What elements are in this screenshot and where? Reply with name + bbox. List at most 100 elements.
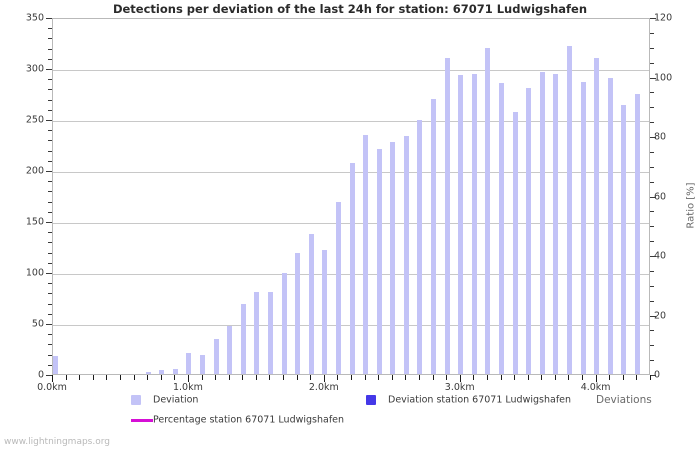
bar: [607, 78, 613, 374]
bar: [458, 75, 464, 374]
x-axis-minor-tick: [622, 375, 624, 380]
x-axis-tick: [52, 375, 53, 382]
y-axis-minor-tick: [48, 242, 52, 244]
x-axis-minor-tick: [446, 375, 448, 380]
x-axis-minor-tick: [106, 375, 108, 380]
x-axis-minor-tick: [568, 375, 570, 380]
x-axis-minor-tick: [405, 375, 407, 380]
bar: [417, 120, 423, 374]
bar-series-deviation: [53, 19, 649, 374]
y-axis-minor-tick: [48, 181, 52, 183]
y2-axis-tick: [650, 18, 656, 19]
x-axis-minor-tick: [486, 375, 488, 380]
y-axis-tick-label: 0: [37, 369, 44, 381]
y-axis-tick: [46, 375, 52, 376]
x-axis-minor-tick: [119, 375, 121, 380]
bar: [200, 354, 205, 374]
y2-axis-minor-tick: [650, 181, 654, 183]
x-axis-minor-tick: [174, 375, 176, 380]
x-axis-minor-tick: [650, 375, 651, 380]
x-axis-minor-tick: [133, 375, 135, 380]
x-axis-minor-tick: [391, 375, 393, 380]
x-axis-minor-tick: [92, 375, 94, 380]
y-axis-minor-tick: [48, 99, 52, 101]
bar: [634, 93, 640, 374]
y2-axis-minor-tick: [650, 345, 654, 347]
legend-label: Deviation: [153, 394, 199, 406]
y2-axis-tick-label: 80: [654, 131, 667, 143]
y2-axis-title: Ratio [%]: [685, 182, 697, 229]
y2-axis-tick-label: 40: [654, 250, 667, 262]
bar: [335, 201, 341, 374]
y2-axis-tick-label: 0: [654, 369, 661, 381]
x-axis-tick-label: 3.0km: [444, 382, 475, 393]
y2-axis-tick: [650, 196, 656, 198]
bar: [363, 135, 369, 374]
bar: [499, 83, 504, 374]
chart-title: Detections per deviation of the last 24h…: [112, 2, 588, 16]
y2-axis-minor-tick: [650, 62, 654, 64]
x-axis-minor-tick: [418, 375, 420, 380]
legend-label: Percentage station 67071 Ludwigshafen: [153, 414, 345, 426]
gridline: [53, 70, 649, 71]
bar: [512, 111, 518, 374]
x-axis-minor-tick: [636, 375, 638, 380]
gridline: [53, 121, 649, 122]
x-axis-minor-tick: [79, 375, 81, 380]
x-axis-minor-tick: [242, 375, 244, 380]
y2-axis-minor-tick: [650, 300, 654, 302]
y2-axis-tick: [650, 77, 656, 79]
y-axis-left-labels: 0 50 100 150 200 250 300 350: [0, 0, 48, 450]
x-axis-minor-tick: [473, 375, 475, 380]
bar: [349, 162, 355, 374]
bar: [539, 72, 545, 374]
x-axis-minor-tick: [147, 375, 149, 380]
x-axis-minor-tick: [609, 375, 611, 380]
bar: [621, 104, 627, 374]
y2-axis-minor-tick: [650, 211, 654, 213]
y-axis-minor-tick: [48, 79, 52, 81]
bar: [186, 352, 192, 374]
bar: [485, 47, 491, 374]
y-axis-tick: [46, 324, 52, 325]
bar: [281, 273, 287, 374]
y-axis-right-labels: 0 20 40 60 80 100 120: [654, 0, 700, 450]
bar: [145, 371, 151, 374]
x-axis-minor-tick: [201, 375, 203, 380]
y2-axis-tick-label: 100: [654, 72, 673, 83]
bar: [390, 142, 396, 374]
bar: [254, 292, 260, 374]
y2-axis-minor-tick: [650, 92, 654, 94]
y-axis-minor-tick: [48, 354, 52, 356]
bar: [322, 249, 328, 374]
y-axis-minor-tick: [48, 303, 52, 305]
bar: [308, 234, 314, 374]
x-axis-minor-tick: [514, 375, 516, 380]
y-axis-minor-tick: [48, 364, 52, 366]
bar: [594, 57, 600, 374]
y-axis-minor-tick: [48, 38, 52, 40]
y2-axis-minor-tick: [650, 151, 654, 153]
y-axis-tick: [46, 18, 52, 19]
y2-axis-tick-label: 60: [654, 191, 667, 202]
y-axis-minor-tick: [48, 334, 52, 336]
x-axis-title: Deviations: [596, 394, 652, 406]
y-axis-minor-tick: [48, 130, 52, 132]
bar: [53, 355, 59, 374]
x-axis-minor-tick: [296, 375, 298, 380]
x-axis-tick: [187, 375, 189, 382]
x-axis-minor-tick: [432, 375, 434, 380]
x-axis-minor-tick: [554, 375, 556, 380]
bar: [444, 57, 450, 374]
y-axis-tick: [46, 171, 52, 172]
bar: [240, 303, 246, 374]
bar: [566, 45, 572, 374]
x-axis-tick-label: 0.0km: [37, 382, 67, 393]
y2-axis-tick: [650, 315, 656, 317]
bar: [526, 88, 532, 374]
y-axis-minor-tick: [48, 232, 52, 234]
x-axis-minor-tick: [541, 375, 543, 380]
y-axis-minor-tick: [48, 201, 52, 203]
bar: [159, 369, 165, 374]
bar: [580, 82, 586, 374]
